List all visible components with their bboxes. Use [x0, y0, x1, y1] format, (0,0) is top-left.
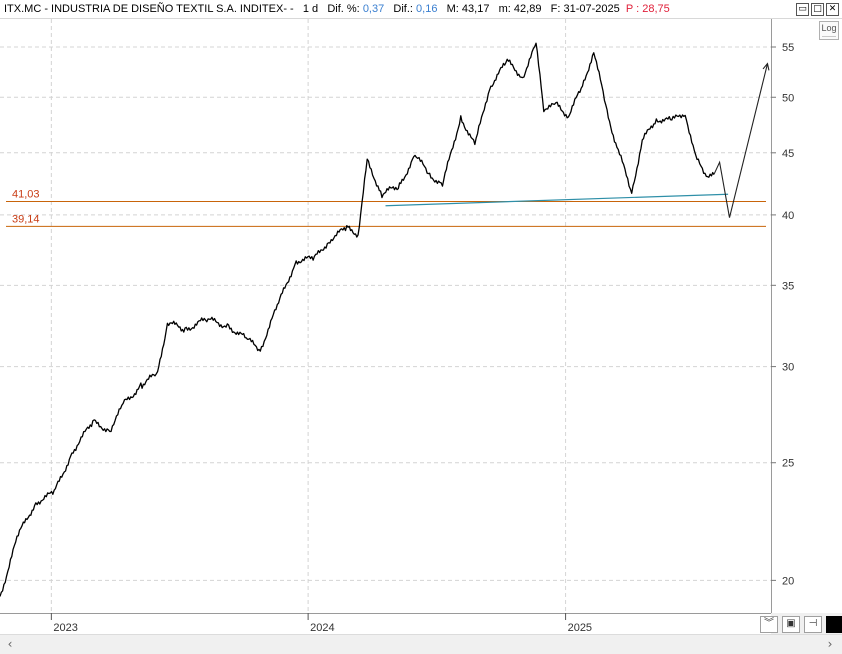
dif-value: 0,16: [416, 3, 438, 15]
scroll-right-icon[interactable]: ›: [827, 637, 833, 651]
p-value: 28,75: [642, 3, 670, 15]
timeframe[interactable]: 1 d: [302, 3, 319, 15]
price-series: [0, 42, 770, 597]
y-tick-label: 25: [782, 458, 794, 470]
scroll-left-icon[interactable]: ‹: [7, 637, 13, 651]
bottom-toolbar: ︾ ▣ ⊣: [760, 616, 842, 633]
pin-icon[interactable]: ⊣: [804, 616, 822, 633]
dif-label: Dif.:: [393, 3, 413, 15]
max-value: 43,17: [461, 3, 490, 15]
y-tick-label: 20: [782, 575, 794, 587]
y-tick-label: 45: [782, 148, 794, 160]
projection-line: [713, 63, 769, 218]
maximize-icon[interactable]: □: [811, 3, 824, 16]
min-value: 42,89: [513, 3, 542, 15]
title-bar: ITX.MC - INDUSTRIA DE DISEÑO TEXTIL S.A.…: [0, 0, 842, 19]
ticker-name: ITX.MC - INDUSTRIA DE DISEÑO TEXTIL S.A.…: [4, 3, 294, 15]
date-label: F:: [550, 3, 561, 15]
window-controls: ▭ □ ✕: [796, 3, 839, 16]
x-tick-label: 2025: [568, 622, 592, 634]
y-tick-label: 35: [782, 280, 794, 292]
dif-pct-value: 0,37: [362, 3, 385, 15]
x-axis-ticks: 2023 2024 2025: [50, 613, 592, 634]
level-label: 41,03: [12, 189, 40, 201]
support-trendline: [385, 193, 729, 207]
y-axis-ticks: 20 25 30 35 40 45 50 55: [771, 42, 794, 587]
level-label: 39,14: [12, 213, 40, 225]
x-tick-label: 2023: [53, 622, 77, 634]
min-label: m:: [498, 3, 511, 15]
x-tick-label: 2024: [310, 622, 334, 634]
projection-arrowhead: [762, 62, 770, 71]
log-scale-button[interactable]: Log: [819, 21, 839, 40]
time-axis[interactable]: [0, 613, 771, 635]
restore-icon[interactable]: ▭: [796, 3, 809, 16]
chart-area[interactable]: [0, 19, 771, 613]
price-line: [0, 42, 715, 597]
save-icon[interactable]: ▣: [782, 616, 800, 633]
log-scale-label: Log: [821, 23, 837, 33]
y-tick-label: 50: [782, 92, 794, 104]
trendline-layer: [385, 193, 729, 207]
price-axis[interactable]: [771, 19, 842, 613]
quote-info: ITX.MC - INDUSTRIA DE DISEÑO TEXTIL S.A.…: [4, 0, 670, 18]
double-chevron-icon[interactable]: ︾: [760, 616, 778, 633]
y-tick-label: 30: [782, 362, 794, 374]
level-lines: 41,03 39,14: [6, 189, 766, 227]
y-tick-label: 40: [782, 210, 794, 222]
max-label: M:: [446, 3, 459, 15]
log-button-underline: [822, 36, 836, 37]
dif-pct-label: Dif. %:: [327, 3, 360, 15]
horizontal-scrollbar[interactable]: ‹ ›: [0, 634, 842, 654]
p-label: P :: [625, 3, 640, 15]
date-value: 31-07-2025: [563, 3, 620, 15]
color-swatch-icon[interactable]: [826, 616, 842, 633]
grid: [0, 19, 771, 613]
close-icon[interactable]: ✕: [826, 3, 839, 16]
y-tick-label: 55: [782, 42, 794, 54]
